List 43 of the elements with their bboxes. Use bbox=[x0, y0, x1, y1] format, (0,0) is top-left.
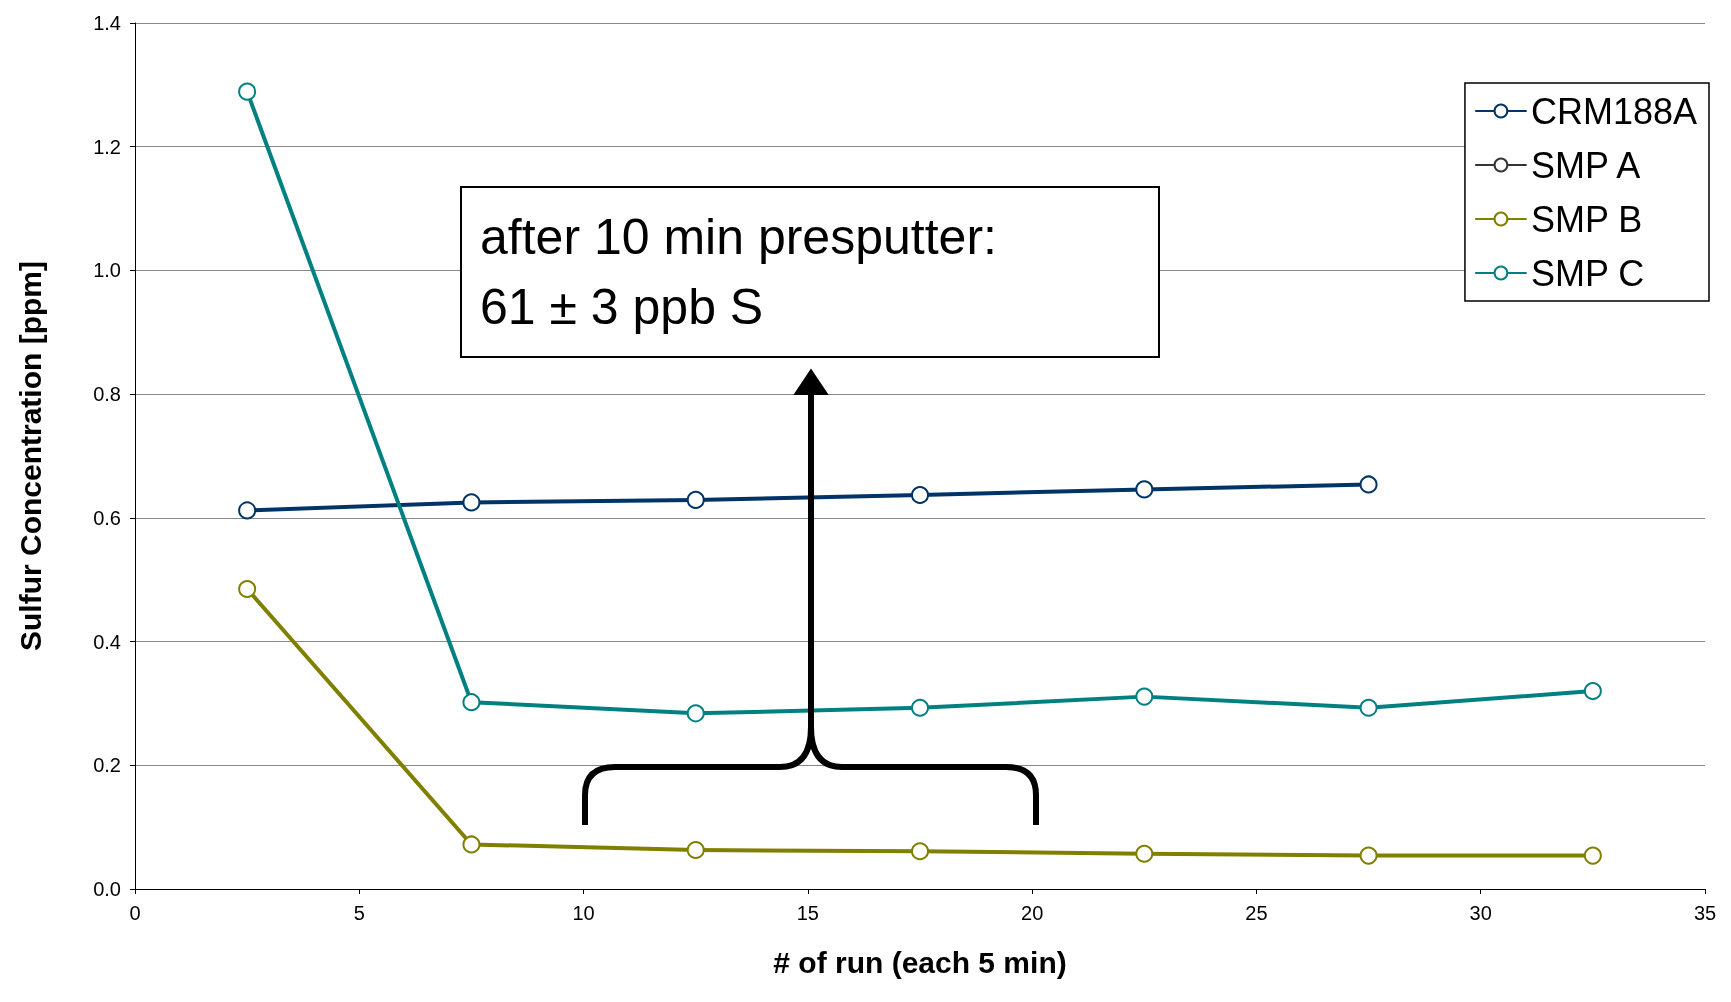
point bbox=[911, 698, 929, 717]
point bbox=[1359, 846, 1378, 865]
y-axis-title: Sulfur Concentration [ppm] bbox=[13, 261, 47, 651]
legend-label: CRM188A bbox=[1530, 90, 1697, 132]
point bbox=[1583, 846, 1602, 865]
x-tick-label: 0 bbox=[129, 902, 141, 924]
point bbox=[238, 580, 257, 598]
point bbox=[462, 693, 481, 712]
point bbox=[1135, 687, 1154, 706]
x-tick-label: 20 bbox=[1021, 902, 1044, 924]
y-tick-label: 1.0 bbox=[93, 259, 121, 282]
x-tick-label: 35 bbox=[1693, 902, 1717, 924]
point bbox=[462, 835, 481, 854]
point bbox=[911, 485, 929, 504]
point bbox=[462, 493, 481, 512]
point bbox=[1583, 682, 1602, 701]
legend-label: SMP C bbox=[1530, 252, 1645, 294]
point bbox=[1359, 475, 1378, 494]
y-tick-label: 0.4 bbox=[93, 630, 121, 653]
legend-label: SMP B bbox=[1530, 198, 1643, 240]
y-tick-label: 1.2 bbox=[93, 135, 121, 158]
point bbox=[1359, 698, 1378, 717]
point bbox=[686, 704, 705, 723]
y-tick-label: 0.2 bbox=[93, 754, 121, 777]
x-tick-label: 15 bbox=[796, 902, 819, 924]
y-tick-label: 0.0 bbox=[93, 878, 121, 900]
point bbox=[1135, 844, 1154, 863]
point bbox=[1135, 480, 1154, 499]
y-tick-label: 0.6 bbox=[93, 506, 121, 529]
point bbox=[238, 82, 257, 101]
y-tick-label: 1.4 bbox=[93, 12, 121, 34]
y-tick-label: 0.8 bbox=[93, 383, 121, 406]
x-tick-label: 5 bbox=[353, 902, 365, 924]
callout-box: after 10 min presputter: 61 ± 3 ppb S bbox=[460, 186, 1160, 358]
x-axis-title: # of run (each 5 min) bbox=[773, 945, 1067, 979]
x-tick-label: 10 bbox=[572, 902, 595, 924]
point bbox=[686, 841, 705, 860]
x-tick-label: 30 bbox=[1469, 902, 1492, 924]
point bbox=[686, 490, 705, 509]
point bbox=[911, 842, 929, 861]
x-tick-label: 25 bbox=[1245, 902, 1268, 924]
legend-label: SMP A bbox=[1530, 144, 1641, 186]
point bbox=[238, 501, 257, 520]
